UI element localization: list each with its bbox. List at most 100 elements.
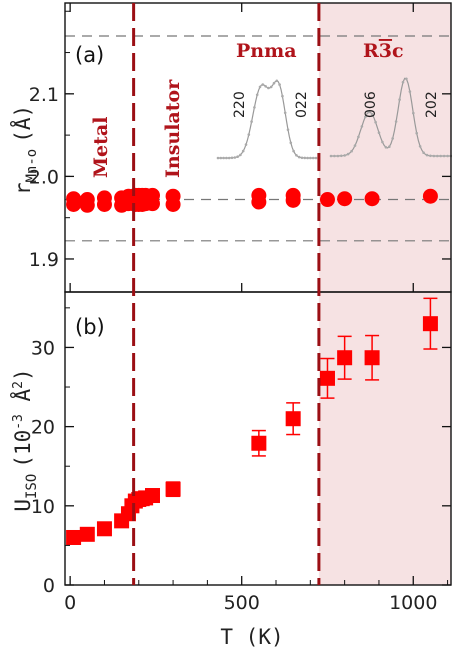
r3c-profile-dot: [388, 145, 391, 148]
xtick-label-0: 0: [64, 592, 76, 614]
r3c-profile-dot: [336, 154, 340, 158]
r3c-profile: [329, 77, 452, 158]
pnma-profile-dot: [283, 111, 287, 115]
pnma-profile-dot: [286, 128, 290, 131]
r3c-profile-dot: [401, 80, 405, 84]
r3c-profile-dot: [346, 152, 350, 156]
pnma-profile-dot: [295, 154, 298, 157]
panel-a-ytick-label-1: 2.0: [29, 166, 59, 188]
r3c-shade-rect: [318, 3, 451, 585]
xtick-label-2: 1000: [389, 592, 437, 614]
pnma-profile-dot: [311, 156, 315, 160]
r3c-profile-dot: [394, 120, 398, 123]
rmno-point-28: [364, 191, 380, 207]
uiso-point-16: [364, 350, 380, 366]
pnma-profile-dot: [267, 86, 270, 90]
r3c-profile-dot: [425, 153, 429, 157]
uiso-point-2: [96, 521, 112, 537]
panel-b-ytick-label-1: 10: [31, 496, 55, 518]
pnma-profile-dot: [297, 155, 301, 159]
pnma-profile-dot: [233, 156, 237, 159]
pnma-profile-dot: [216, 156, 220, 160]
pnma-profile-dot: [309, 156, 312, 160]
uiso-point-13: [285, 411, 301, 427]
r3c-profile-dot: [422, 151, 425, 154]
pnma-profile-dot: [225, 156, 228, 160]
rmno-point-27: [337, 191, 353, 207]
uiso-point-10: [144, 488, 160, 504]
panel-b-ytick-label-3: 30: [31, 337, 55, 359]
pnma-profile-dot: [272, 81, 276, 85]
rmno-point-3: [79, 197, 95, 213]
uiso-point-17: [422, 316, 438, 332]
phase-boundaries: [132, 3, 321, 585]
rmno-point-29: [422, 188, 438, 204]
pnma-profile-dot: [236, 155, 239, 158]
insulator-label: Insulator: [162, 79, 184, 178]
pnma-profile-dot: [278, 83, 281, 86]
rmno-point-5: [96, 196, 112, 212]
y-axis-title-b: UISO(10-3 Å2): [9, 368, 40, 511]
r3c-profile-dot: [370, 112, 374, 116]
pnma-profile-dot: [239, 153, 242, 157]
uiso-point-0: [66, 529, 82, 545]
r3c-label: R3c: [363, 40, 404, 62]
pnma-profile-dot: [253, 106, 256, 109]
r3c-profile-dot: [353, 144, 357, 147]
pnma-profile-dot: [227, 156, 231, 160]
uiso-point-15: [337, 350, 353, 366]
pnma-profile-dot: [258, 85, 262, 89]
uiso-point-14: [319, 370, 335, 386]
pnma-profile-dot: [222, 156, 225, 160]
panel-a-ytick-label-2: 2.1: [29, 84, 59, 106]
pnma-profile: [216, 79, 318, 160]
pnma-profile-dot: [247, 133, 251, 136]
r3c-profile-dot: [439, 154, 443, 158]
r3c-profile-dot: [381, 140, 384, 144]
r3c-profile-dot: [340, 154, 343, 158]
rmno-point-21: [165, 196, 181, 212]
pnma-profile-dot: [314, 156, 318, 160]
r3c-profile-dot: [418, 145, 422, 148]
pnma-profile-dot: [269, 85, 273, 89]
r3c-shaded-region: [318, 3, 451, 585]
r3c-profile-dot: [367, 110, 371, 114]
r3c-profile-dot: [329, 154, 333, 158]
pnma-profile-dot: [264, 85, 267, 88]
r3c-profile-dot: [333, 154, 336, 158]
pnma-label: Pnma: [236, 40, 297, 62]
uiso-point-1: [79, 526, 95, 542]
rmno-point-26: [319, 192, 335, 208]
pnma-profile-dot: [306, 156, 309, 160]
rmno-point-23: [251, 194, 267, 210]
pnma-profile-dot: [275, 79, 279, 83]
pnma-profile-dot: [241, 149, 245, 153]
x-axis-title: T (K): [220, 625, 283, 649]
pnma-profile-dot: [255, 93, 259, 97]
r3c-profile-dot: [408, 90, 412, 93]
r3c-profile-dot: [446, 154, 449, 158]
r3c-profile-dot: [415, 131, 419, 135]
pnma-profile-dot: [230, 156, 234, 160]
r3c-profile-dot: [384, 146, 388, 149]
panel-b-label: (b): [75, 315, 105, 339]
panel-b-ytick-label-2: 20: [31, 417, 55, 439]
rmno-point-19: [144, 196, 160, 212]
y-axis-title-a: rMn-o(Å): [9, 105, 40, 195]
panel-b-ytick-label-0: 0: [43, 575, 55, 597]
uiso-point-12: [251, 435, 267, 451]
peak-label-220: 220: [232, 91, 248, 118]
r3c-profile-dot: [405, 77, 408, 81]
metal-label: Metal: [90, 117, 112, 178]
pnma-profile-dot: [244, 143, 248, 146]
r3c-profile-dot: [377, 131, 381, 134]
r3c-profile-dot: [360, 125, 364, 128]
peak-label-022: 022: [294, 91, 310, 118]
r3c-profile-dot: [412, 111, 415, 115]
r3c-profile-dot: [432, 154, 436, 158]
r3c-profile-dot: [391, 137, 395, 140]
pnma-profile-dot: [261, 83, 265, 86]
pnma-profile-dot: [300, 156, 304, 160]
axes-frames: [64, 2, 452, 586]
